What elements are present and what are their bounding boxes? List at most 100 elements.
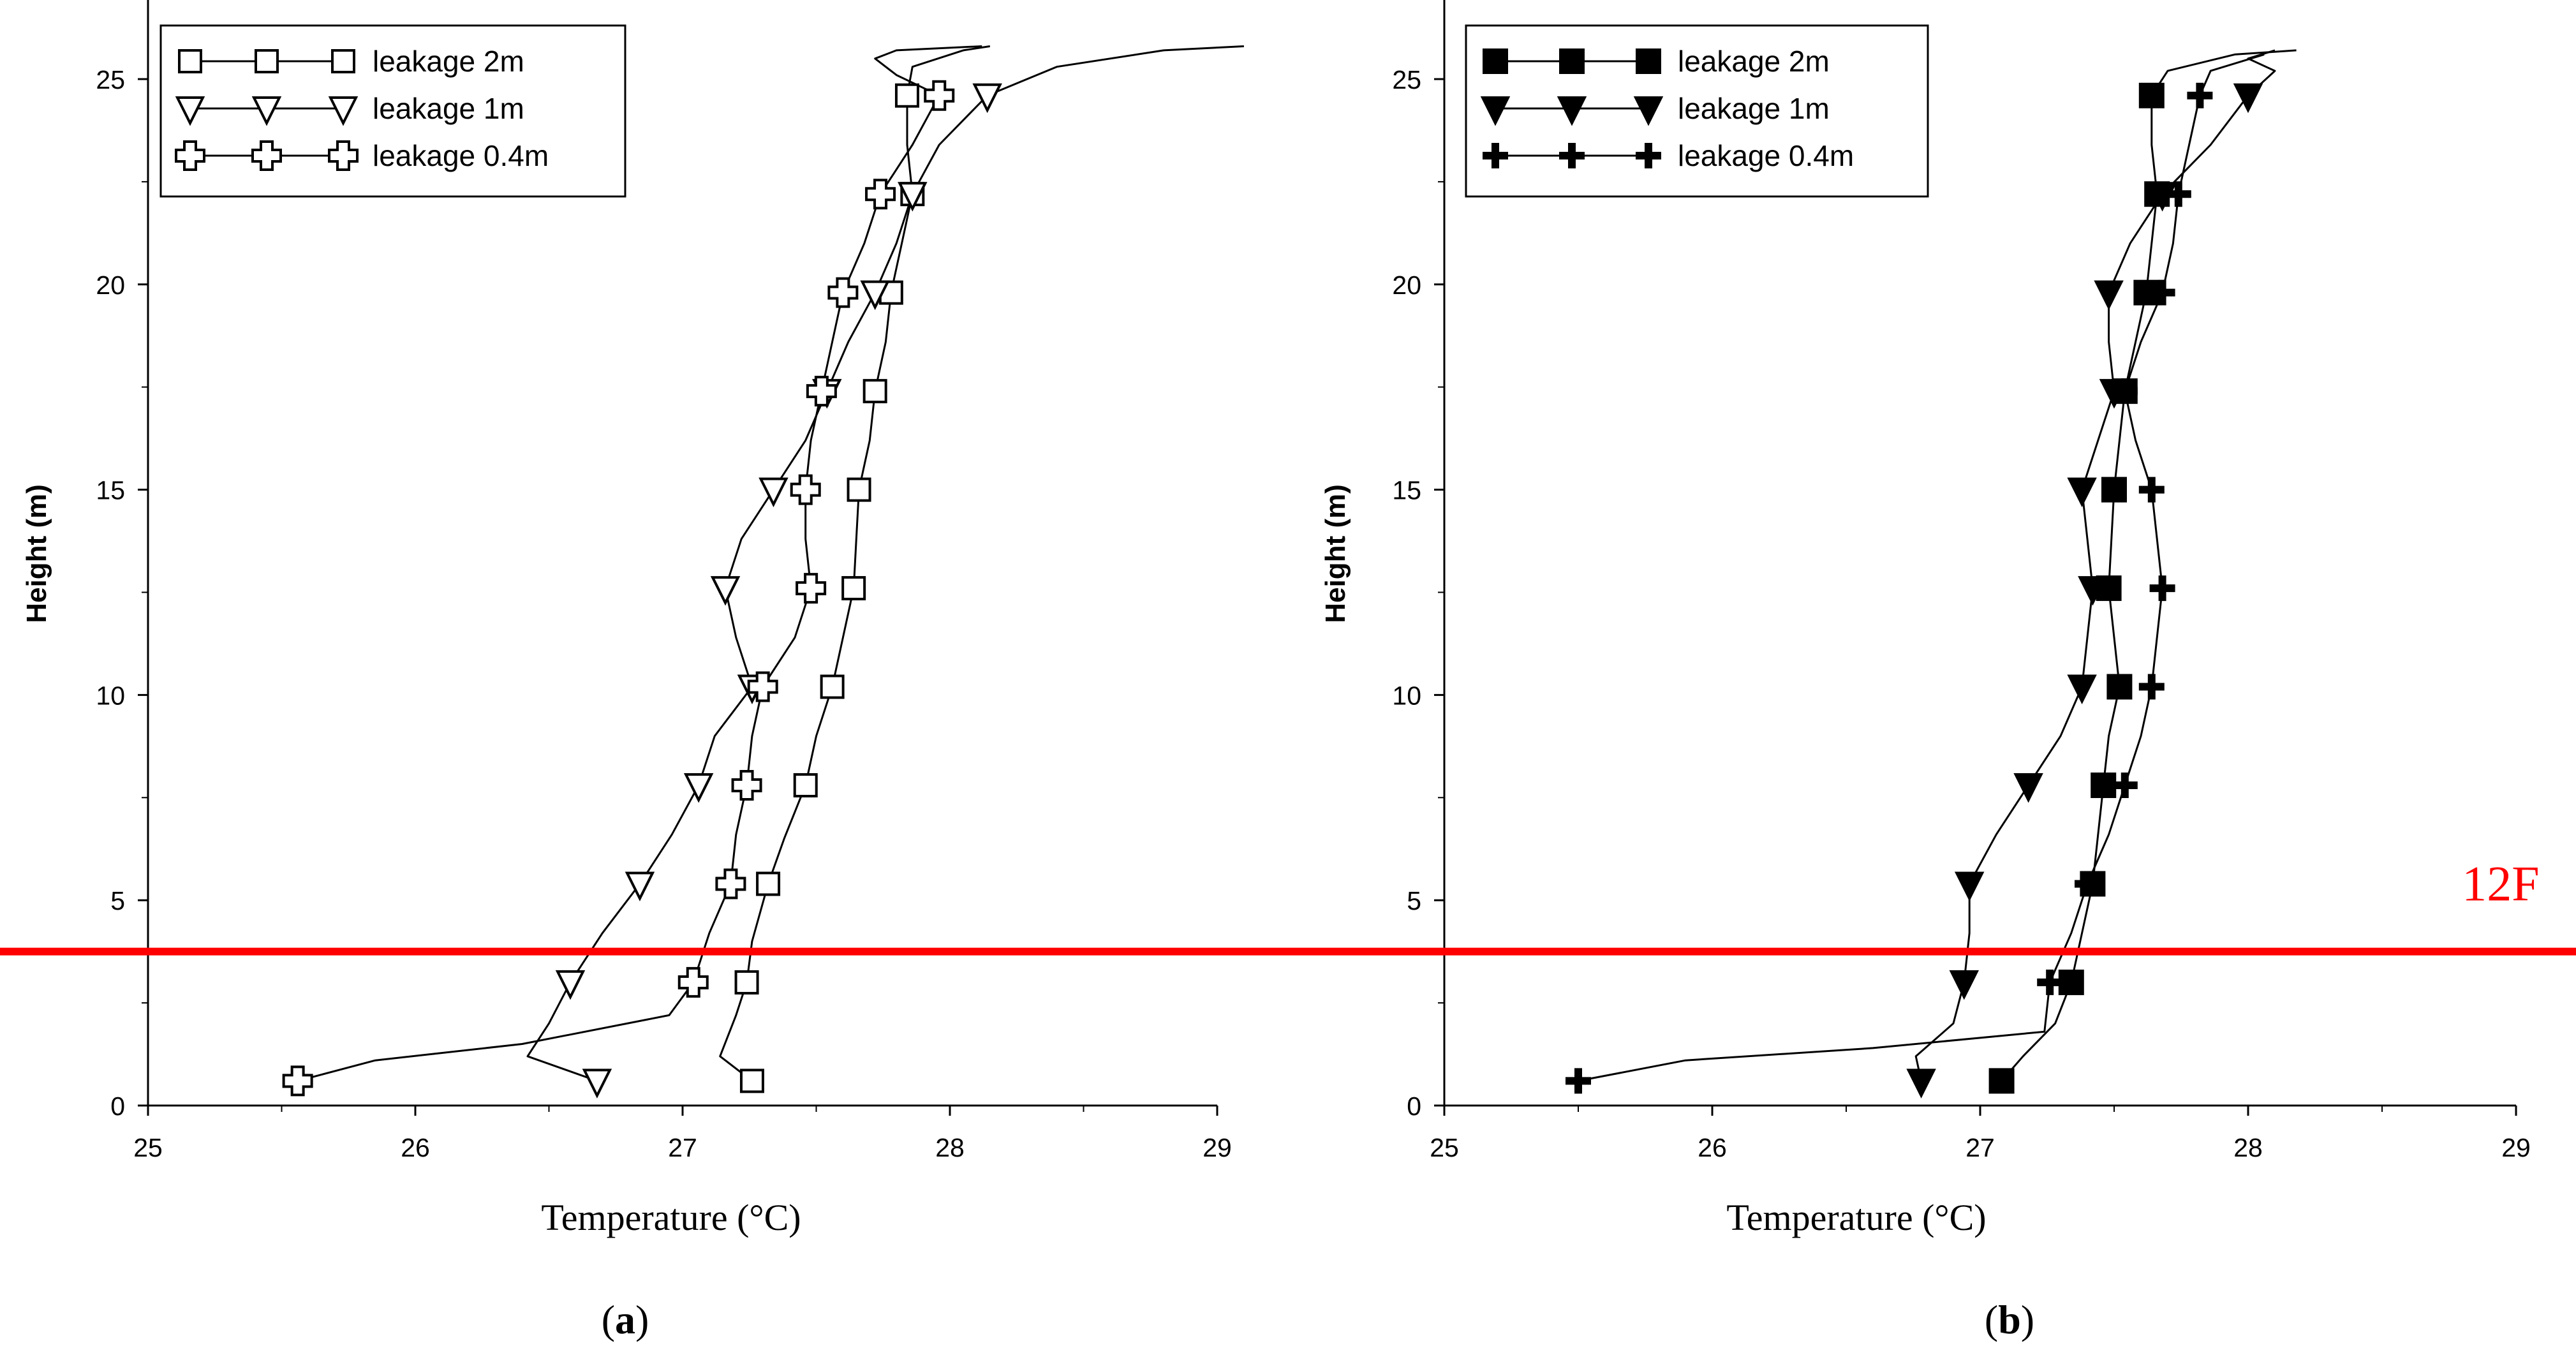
y-tick-label: 20 xyxy=(96,270,125,300)
legend-marker xyxy=(175,140,205,171)
legend-marker xyxy=(328,140,359,171)
data-point xyxy=(2165,181,2191,207)
data-point xyxy=(796,573,827,604)
chart-panel-a: 25 26 27 28 29 0 5 10 15 20 25 Temperature (°C) He… xyxy=(21,0,1244,1342)
legend-entries: leakage 2m leakage 1m leakage 0.4m xyxy=(1480,45,1854,172)
legend-marker xyxy=(328,96,359,126)
data-point xyxy=(894,83,919,108)
panel-label: (a) xyxy=(602,1297,649,1342)
data-point xyxy=(2013,773,2043,803)
data-point xyxy=(847,477,871,502)
legend-marker xyxy=(255,49,279,73)
series-markers xyxy=(282,80,1002,1099)
legend-marker xyxy=(1559,143,1585,168)
data-point xyxy=(2138,674,2165,700)
legend-marker xyxy=(1557,96,1587,126)
legend: leakage 2m leakage 1m leakage 0.4m xyxy=(159,24,626,198)
y-tick-label: 20 xyxy=(1392,270,1421,300)
y-axis-title: Height (m) xyxy=(21,484,52,623)
x-tick-label: 27 xyxy=(1965,1133,1995,1162)
y-tick-label: 0 xyxy=(110,1092,125,1121)
data-point xyxy=(2067,477,2097,508)
y-tick-label: 5 xyxy=(110,886,125,915)
data-point xyxy=(2149,279,2175,306)
series-line xyxy=(297,45,982,1082)
data-point xyxy=(806,376,837,407)
data-point xyxy=(2037,969,2063,995)
legend-marker xyxy=(1559,48,1585,74)
axis-ticks: 25 26 27 28 29 0 5 10 15 20 25 xyxy=(1392,65,2530,1162)
legend-label: leakage 2m xyxy=(373,45,524,78)
y-tick-label: 10 xyxy=(1392,681,1421,710)
data-point xyxy=(710,576,741,606)
series-line xyxy=(719,45,991,1082)
data-point xyxy=(2149,575,2175,602)
series-curves xyxy=(297,45,1244,1082)
data-point xyxy=(827,277,859,308)
data-point xyxy=(2094,280,2124,311)
data-point xyxy=(282,1065,313,1097)
legend-label: leakage 1m xyxy=(373,92,524,125)
y-tick-label: 15 xyxy=(96,476,125,505)
y-tick-label: 25 xyxy=(96,65,125,94)
data-point xyxy=(2067,674,2097,705)
series-line xyxy=(2001,49,2297,1082)
data-point xyxy=(1949,970,1980,1000)
data-point xyxy=(2233,83,2263,114)
data-point xyxy=(862,379,887,404)
data-point xyxy=(555,970,586,1000)
data-point xyxy=(2112,772,2138,798)
y-tick-label: 5 xyxy=(1407,886,1421,915)
data-point xyxy=(2138,82,2165,108)
data-point xyxy=(1566,1068,1591,1094)
data-point xyxy=(1988,1068,2015,1094)
legend-marker xyxy=(251,96,282,126)
data-point xyxy=(2058,969,2084,995)
legend-label: leakage 2m xyxy=(1678,45,1830,78)
x-tick-label: 25 xyxy=(1430,1133,1459,1162)
data-point xyxy=(820,674,845,699)
x-tick-label: 28 xyxy=(935,1133,965,1162)
panel-letter: a xyxy=(615,1297,635,1342)
panel-label: (b) xyxy=(1985,1297,2034,1342)
y-tick-label: 25 xyxy=(1392,65,1421,94)
data-point xyxy=(756,871,781,896)
axis-ticks: 25 26 27 28 29 0 5 10 15 20 25 xyxy=(96,65,1231,1162)
legend-marker xyxy=(251,140,282,171)
x-tick-label: 25 xyxy=(133,1133,163,1162)
legend-entries: leakage 2m leakage 1m leakage 0.4m xyxy=(175,45,549,172)
panel-letter: b xyxy=(1998,1297,2021,1342)
data-point xyxy=(2187,82,2213,108)
data-point xyxy=(747,671,778,702)
legend-box xyxy=(159,24,626,198)
legend-marker xyxy=(1636,143,1661,168)
series-line xyxy=(526,45,1244,1082)
legend: leakage 2m leakage 1m leakage 0.4m xyxy=(1465,24,1929,198)
legend-marker xyxy=(1480,96,1511,126)
data-point xyxy=(759,477,788,508)
x-axis-title: Temperature (°C) xyxy=(541,1197,801,1238)
data-point xyxy=(2091,772,2117,798)
x-tick-label: 29 xyxy=(1203,1133,1232,1162)
data-point xyxy=(2075,871,2100,897)
data-point xyxy=(2106,674,2133,700)
legend-label: leakage 0.4m xyxy=(373,139,549,172)
data-point xyxy=(2138,477,2165,503)
data-point xyxy=(2078,576,2108,606)
legend-marker xyxy=(1636,48,1661,74)
legend-marker xyxy=(175,96,205,126)
series-markers xyxy=(1566,82,2263,1099)
data-point xyxy=(898,182,928,212)
data-point xyxy=(790,474,821,505)
y-tick-label: 10 xyxy=(96,681,125,710)
data-point xyxy=(731,769,762,801)
data-point xyxy=(1954,871,1985,901)
legend-marker xyxy=(1633,96,1664,126)
data-point xyxy=(677,966,709,998)
data-point xyxy=(860,280,890,311)
data-point xyxy=(582,1069,612,1099)
data-point xyxy=(841,576,866,601)
data-point xyxy=(2101,477,2127,503)
floor-12f-label: 12F xyxy=(2462,856,2539,912)
